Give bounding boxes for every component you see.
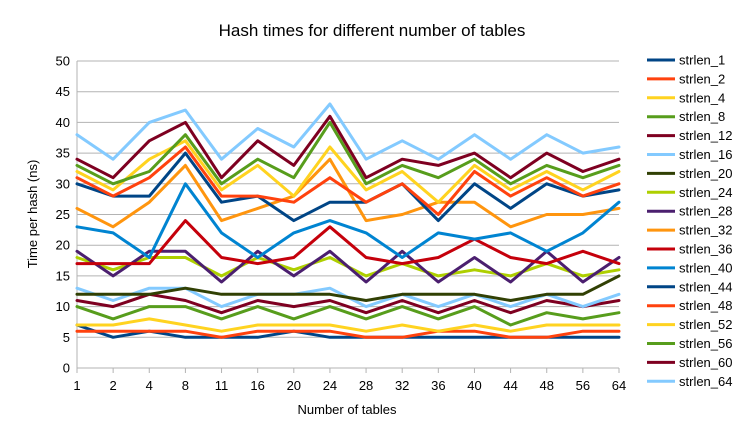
x-tick-label: 48 [539,378,553,393]
series-line-strlen-56 [75,120,621,186]
legend-label: strlen_24 [679,185,732,200]
legend-label: strlen_20 [679,166,732,181]
legend: strlen_1 strlen_2 strlen_4 strlen_8 strlen_1… [647,53,732,389]
y-tick-label: 15 [56,268,70,283]
y-tick-label: 20 [56,238,70,253]
legend-label: strlen_4 [679,90,725,105]
x-tick-label: 24 [323,378,337,393]
series-line-strlen-20 [75,274,621,302]
y-tick-label: 50 [56,54,70,69]
series-line-strlen-60 [75,114,621,180]
x-tick-label: 64 [612,378,626,393]
x-tick-label: 16 [250,378,264,393]
legend-label: strlen_40 [679,260,732,275]
legend-label: strlen_52 [679,317,732,332]
y-axis-title: Time per hash (ns) [25,160,40,269]
legend-label: strlen_44 [679,279,732,294]
series-line-strlen-48 [75,145,621,216]
series-line-strlen-8 [75,305,621,327]
legend-label: strlen_12 [679,128,732,143]
legend-label: strlen_28 [679,204,732,219]
y-tick-label: 30 [56,176,70,191]
series-line-strlen-4 [75,317,621,333]
series-line-strlen-36 [75,219,621,266]
y-tick-label: 45 [56,84,70,99]
legend-label: strlen_36 [679,242,732,257]
series-lines [75,102,621,339]
chart-title: Hash times for different number of table… [219,21,526,40]
y-tick-label: 0 [63,361,70,376]
x-tick-label: 2 [110,378,117,393]
series-line-strlen-44 [75,151,621,223]
x-axis-title: Number of tables [298,402,397,417]
x-tick-label: 4 [146,378,153,393]
series-line-strlen-2 [75,329,621,339]
y-tick-label: 40 [56,115,70,130]
legend-label: strlen_56 [679,336,732,351]
legend-label: strlen_1 [679,53,725,68]
x-tick-label: 40 [467,378,481,393]
legend-label: strlen_60 [679,355,732,370]
x-tick-label: 56 [576,378,590,393]
legend-label: strlen_8 [679,109,725,124]
x-tick-label: 20 [287,378,301,393]
y-tick-label: 25 [56,207,70,222]
y-tick-label: 5 [63,330,70,345]
legend-label: strlen_2 [679,71,725,86]
series-line-strlen-52 [75,139,621,204]
x-tick-label: 1 [73,378,80,393]
legend-label: strlen_32 [679,223,732,238]
x-tick-label: 32 [395,378,409,393]
series-line-strlen-64 [75,102,621,161]
legend-label: strlen_16 [679,147,732,162]
series-line-strlen-12 [75,292,621,315]
x-tick-label: 11 [215,378,229,393]
y-tick-label: 35 [56,146,70,161]
legend-label: strlen_48 [679,298,732,313]
x-tick-label: 28 [359,378,373,393]
x-tick-label: 8 [182,378,189,393]
y-tick-label: 10 [56,299,70,314]
legend-label: strlen_64 [679,374,732,389]
x-tick-label: 44 [503,378,517,393]
x-tick-label: 36 [431,378,445,393]
series-line-strlen-28 [75,249,621,284]
series-line-strlen-40 [75,182,621,259]
